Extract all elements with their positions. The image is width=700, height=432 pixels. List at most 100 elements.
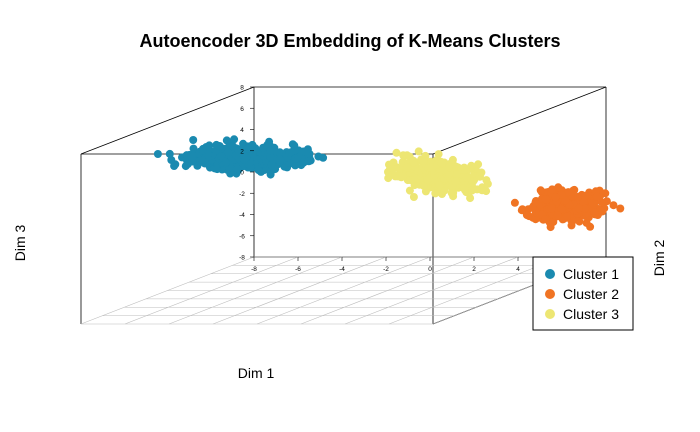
z-tick-label: 0 bbox=[240, 170, 244, 177]
z-tick-label: -2 bbox=[239, 191, 245, 198]
data-point-cluster-2 bbox=[574, 192, 583, 201]
data-point-cluster-1 bbox=[170, 162, 179, 170]
data-point-cluster-1 bbox=[267, 160, 276, 169]
data-point-cluster-2 bbox=[588, 199, 597, 208]
y-axis-label: Dim 2 bbox=[651, 240, 667, 277]
z-axis-ticks: -8 -6 -4 -2 0 2 4 6 8 bbox=[239, 85, 254, 262]
data-point-cluster-2 bbox=[548, 185, 557, 194]
data-point-cluster-3 bbox=[403, 151, 412, 160]
data-point-cluster-3 bbox=[473, 185, 482, 194]
data-point-cluster-2 bbox=[592, 192, 601, 201]
data-point-cluster-3 bbox=[437, 159, 446, 168]
data-point-cluster-3 bbox=[419, 156, 428, 165]
data-point-cluster-1 bbox=[189, 136, 198, 144]
data-point-cluster-2 bbox=[562, 212, 571, 221]
data-point-cluster-1 bbox=[266, 146, 275, 155]
data-point-cluster-1 bbox=[276, 155, 285, 164]
data-point-cluster-2 bbox=[574, 204, 583, 213]
data-point-cluster-2 bbox=[616, 204, 625, 213]
x-tick-label: 4 bbox=[516, 266, 520, 273]
z-tick-label: 6 bbox=[240, 106, 244, 113]
data-point-cluster-1 bbox=[205, 141, 214, 150]
data-point-cluster-1 bbox=[212, 140, 221, 149]
data-point-cluster-3 bbox=[451, 177, 460, 186]
floor-grid bbox=[80, 256, 607, 325]
data-point-cluster-1 bbox=[265, 137, 274, 146]
data-point-cluster-3 bbox=[461, 165, 470, 174]
data-point-cluster-2 bbox=[536, 186, 545, 195]
data-point-cluster-2 bbox=[531, 215, 540, 224]
data-point-cluster-1 bbox=[259, 143, 268, 152]
x-tick-label: -2 bbox=[383, 266, 389, 273]
data-point-cluster-3 bbox=[398, 172, 407, 181]
x-tick-label: -8 bbox=[251, 266, 257, 273]
data-point-cluster-2 bbox=[553, 211, 562, 220]
data-point-cluster-3 bbox=[447, 189, 456, 197]
data-point-cluster-3 bbox=[388, 164, 397, 173]
data-point-cluster-2 bbox=[564, 188, 573, 197]
legend: Cluster 1 Cluster 2 Cluster 3 bbox=[532, 256, 634, 331]
data-point-cluster-3 bbox=[448, 155, 457, 164]
data-point-cluster-1 bbox=[275, 148, 284, 157]
data-point-cluster-3 bbox=[467, 161, 476, 170]
z-tick-label: 4 bbox=[240, 127, 244, 134]
data-point-cluster-3 bbox=[405, 186, 414, 195]
legend-label-cluster-3: Cluster 3 bbox=[563, 306, 619, 322]
data-point-cluster-1 bbox=[243, 144, 252, 153]
data-point-cluster-3 bbox=[423, 175, 432, 184]
data-point-cluster-3 bbox=[409, 156, 418, 165]
data-point-cluster-2 bbox=[547, 204, 556, 213]
data-point-cluster-3 bbox=[466, 194, 475, 203]
data-point-cluster-1 bbox=[229, 142, 238, 151]
z-tick-label: -8 bbox=[239, 255, 245, 262]
x-tick-label: -6 bbox=[295, 266, 301, 273]
data-point-cluster-1 bbox=[301, 147, 310, 156]
data-point-cluster-1 bbox=[197, 155, 206, 164]
z-tick-label: -6 bbox=[239, 233, 245, 240]
data-point-cluster-3 bbox=[453, 170, 461, 179]
data-point-cluster-2 bbox=[510, 198, 519, 207]
data-point-cluster-1 bbox=[222, 136, 231, 145]
data-point-cluster-3 bbox=[482, 176, 491, 185]
data-point-cluster-1 bbox=[165, 149, 174, 158]
chart-title: Autoencoder 3D Embedding of K-Means Clus… bbox=[139, 31, 560, 51]
data-point-cluster-1 bbox=[223, 148, 232, 157]
data-point-cluster-2 bbox=[551, 193, 560, 202]
legend-marker-cluster-3 bbox=[545, 309, 555, 319]
data-point-cluster-1 bbox=[189, 144, 198, 153]
data-point-cluster-3 bbox=[395, 164, 404, 173]
x-tick-label: 2 bbox=[472, 266, 476, 273]
data-point-cluster-2 bbox=[580, 191, 589, 200]
x-tick-label: 0 bbox=[428, 266, 432, 273]
data-point-cluster-2 bbox=[517, 206, 526, 215]
data-point-cluster-2 bbox=[609, 201, 618, 210]
x-axis-label: Dim 1 bbox=[238, 365, 275, 381]
data-point-cluster-2 bbox=[581, 204, 590, 213]
z-tick-label: 2 bbox=[240, 148, 244, 155]
data-point-cluster-1 bbox=[314, 152, 323, 161]
z-axis-label: Dim 3 bbox=[12, 225, 28, 262]
data-point-cluster-1 bbox=[182, 151, 191, 160]
data-point-cluster-3 bbox=[460, 184, 469, 193]
data-point-cluster-3 bbox=[439, 165, 448, 174]
data-point-cluster-3 bbox=[392, 148, 401, 157]
data-point-cluster-3 bbox=[482, 187, 491, 196]
data-point-cluster-2 bbox=[557, 205, 566, 214]
data-point-cluster-2 bbox=[590, 208, 599, 217]
x-tick-label: -4 bbox=[339, 266, 345, 273]
grid-line-x bbox=[300, 256, 475, 325]
data-point-cluster-3 bbox=[474, 160, 483, 169]
data-point-cluster-2 bbox=[522, 211, 531, 220]
data-point-cluster-2 bbox=[546, 223, 555, 232]
legend-marker-cluster-1 bbox=[545, 269, 555, 279]
z-tick-label: 8 bbox=[240, 85, 244, 92]
data-point-cluster-1 bbox=[217, 152, 225, 161]
box-edge-top-left bbox=[80, 86, 255, 155]
data-point-cluster-1 bbox=[288, 140, 297, 149]
legend-label-cluster-2: Cluster 2 bbox=[563, 286, 619, 302]
data-point-cluster-1 bbox=[230, 135, 239, 144]
data-point-cluster-2 bbox=[579, 198, 588, 207]
data-point-cluster-3 bbox=[409, 193, 418, 201]
legend-marker-cluster-2 bbox=[545, 289, 555, 299]
